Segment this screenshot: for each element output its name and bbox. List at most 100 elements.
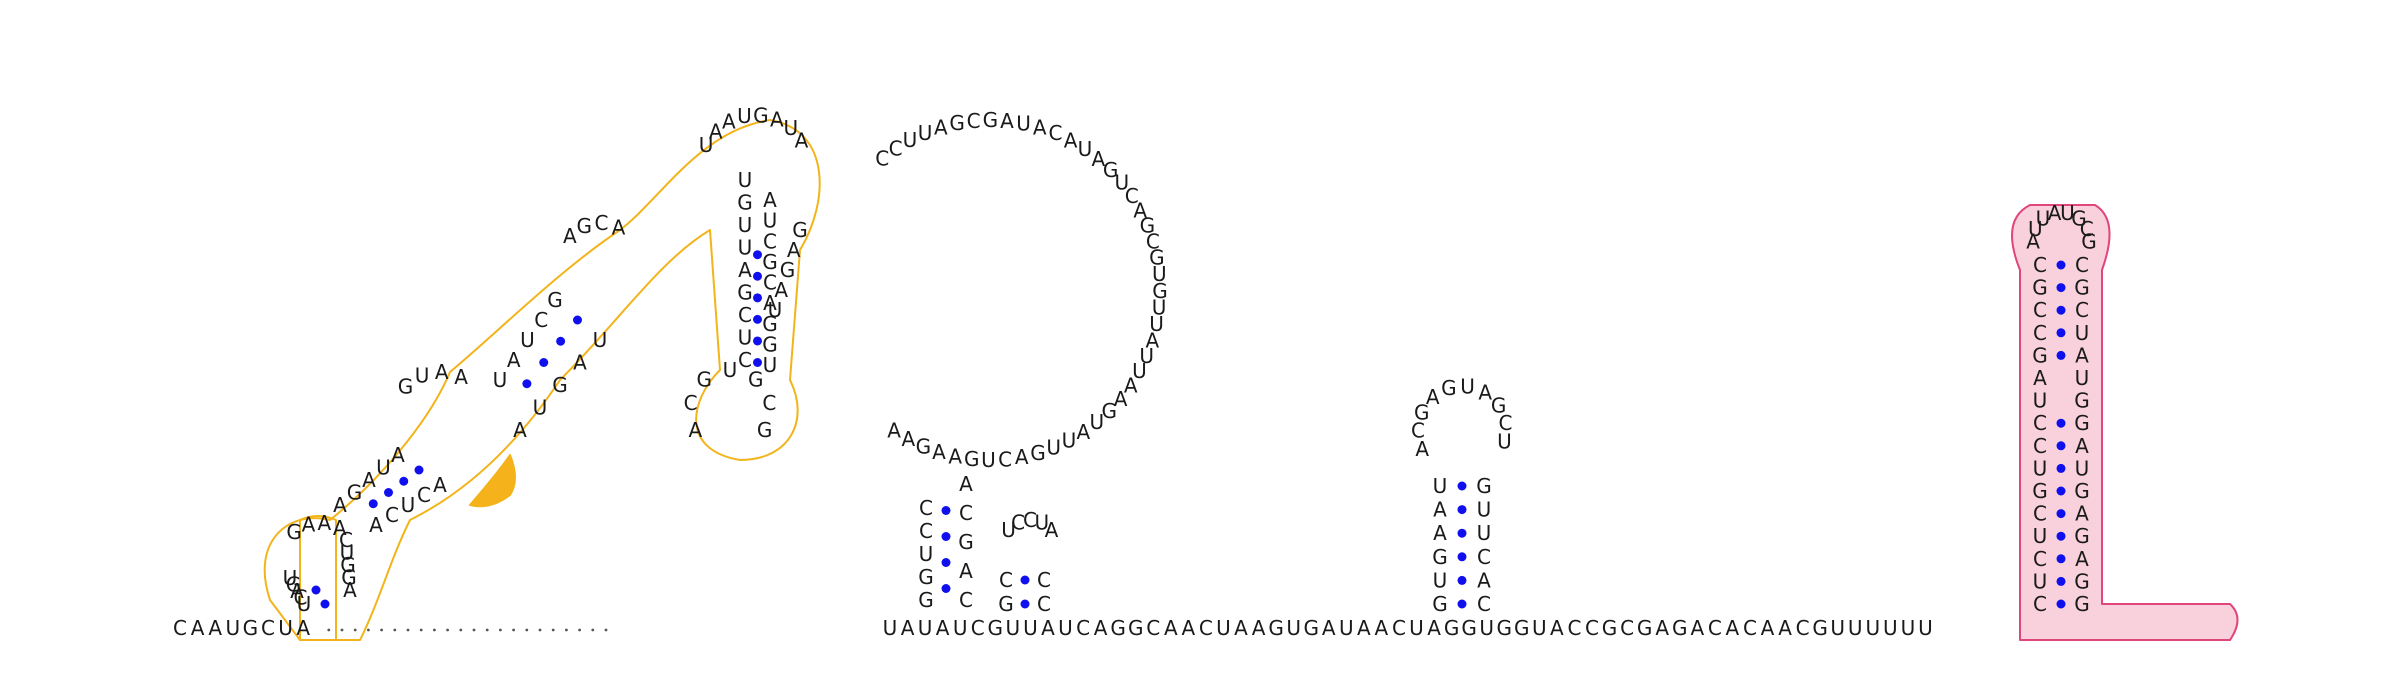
big-loop-nucleotide: A [901,427,915,451]
helix-nucleotide: U [768,298,783,322]
strand-nucleotide: C [1146,616,1160,640]
strand-nucleotide: G [1128,616,1144,640]
hairpin-nucleotide: A [763,188,777,212]
big-loop-nucleotide: A [1064,128,1078,152]
loop-nucleotide: U [2060,201,2075,225]
helix-nucleotide: A [795,129,809,153]
base-pair-dot [753,271,762,281]
base-pair-dot [2056,486,2066,496]
strand-nucleotide: U [1901,616,1916,640]
strand-nucleotide: C [1708,616,1722,640]
strand-nucleotide: C [261,616,275,640]
loop-nucleotide: A [435,360,449,384]
strand-nucleotide: A [1655,616,1669,640]
base-pair-dot [1457,575,1467,585]
strand-nucleotide: A [1094,616,1108,640]
stem-nucleotide: G [958,530,974,554]
loop-nucleotide: G [286,520,302,544]
gap-marker [446,628,449,632]
base-pair-dot [2056,260,2066,270]
gap-marker [551,628,555,632]
big-loop-nucleotide: A [1033,115,1047,139]
loop-nucleotide: U [2028,217,2043,241]
loop-nucleotide: U [2036,207,2051,231]
strand-nucleotide: A [1550,616,1564,640]
big-loop-nucleotide: A [932,440,946,464]
helix-nucleotide: G [792,218,808,242]
base-pair-dot [2056,441,2066,451]
stem-nucleotide: U [2033,389,2048,413]
big-loop-nucleotide: G [1030,441,1046,465]
gap-marker [393,628,397,632]
loop-nucleotide: A [2026,230,2040,254]
helix-nucleotide: A [770,107,784,131]
stem-nucleotide: C [534,308,548,332]
stem-nucleotide: C [2075,298,2089,322]
gap-marker [499,628,502,632]
strand-nucleotide: A [1234,616,1248,640]
stem-nucleotide: C [2033,434,2047,458]
stem-nucleotide: A [333,493,347,517]
loop-nucleotide: A [689,418,703,442]
hairpin-nucleotide: U [763,209,778,233]
strand-nucleotide: G [1602,616,1618,640]
big-loop-nucleotide: C [1146,229,1160,253]
strand-nucleotide: A [936,616,950,640]
strand-nucleotide: U [225,616,240,640]
big-loop-nucleotide: C [998,447,1012,471]
hairpin-nucleotide: A [738,258,752,282]
stem-nucleotide: A [2075,502,2089,526]
stem-nucleotide: A [959,472,973,496]
stem-nucleotide: C [1477,592,1491,616]
stem-nucleotide: U [2033,569,2048,593]
stem-nucleotide: C [919,519,933,543]
strand-nucleotide: U [1216,616,1231,640]
base-pair-dot [414,465,424,475]
stem-nucleotide: A [1433,498,1447,522]
stem-nucleotide: G [2074,276,2090,300]
helix-nucleotide: U [783,116,798,140]
gap-marker [327,628,331,632]
loop-nucleotide: A [454,365,468,389]
strand-nucleotide: C [1585,616,1599,640]
big-loop-nucleotide: A [1076,420,1090,444]
big-loop-nucleotide: A [1124,373,1138,397]
big-loop-nucleotide: C [1049,121,1063,145]
strand-nucleotide: C [1743,616,1757,640]
base-pair-dot [941,558,951,567]
stem-nucleotide: U [533,396,548,420]
stem-nucleotide: A [369,513,383,537]
loop-nucleotide: G [1441,376,1457,400]
big-loop-nucleotide: G [1152,279,1168,303]
gap-marker [485,628,489,632]
big-loop-nucleotide: U [1078,137,1093,161]
hairpin-nucleotide: G [762,332,778,356]
strand-nucleotide: A [296,616,310,640]
strand-nucleotide: U [1532,616,1547,640]
big-loop-nucleotide: G [1140,214,1156,238]
stem-nucleotide: C [2033,253,2047,277]
loop-nucleotide: G [1414,400,1430,424]
helix-nucleotide: A [774,278,788,302]
stem-nucleotide: C [2033,547,2047,571]
gap-marker [419,628,423,632]
base-pair-dot [2056,328,2066,338]
base-pair-dot [311,585,321,595]
stem-nucleotide: G [1476,474,1492,498]
stem-nucleotide: G [552,373,568,397]
big-loop-nucleotide: U [1016,111,1031,135]
strand-nucleotide: U [1865,616,1880,640]
base-pair-dot [941,506,951,515]
big-loop-nucleotide: U [1139,344,1154,368]
gap-marker [525,628,529,632]
hairpin-nucleotide: G [737,281,753,305]
stem-nucleotide: G [2032,479,2048,503]
stem-nucleotide: U [401,493,416,517]
loop-nucleotide: G [697,367,713,391]
stem-nucleotide: U [283,566,298,590]
stem-nucleotide: C [959,501,973,525]
stem-nucleotide: U [2033,456,2048,480]
big-loop-nucleotide: G [1102,399,1118,423]
hairpin-nucleotide: C [738,348,752,372]
